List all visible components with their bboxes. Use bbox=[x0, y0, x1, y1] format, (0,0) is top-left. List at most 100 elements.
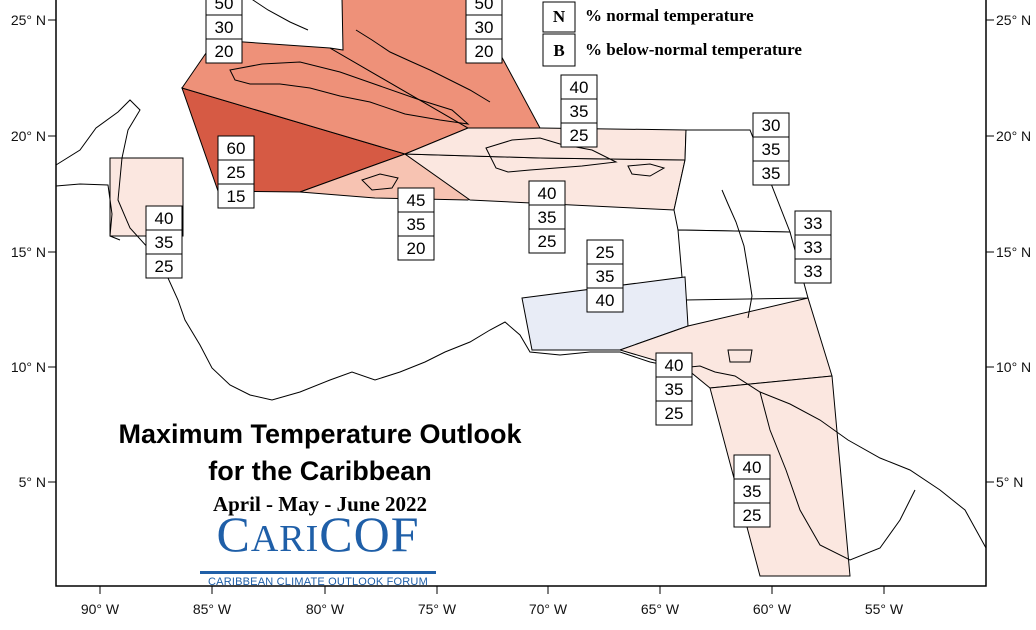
prob-cell-above bbox=[560, 74, 598, 100]
caricof-tagline: CARIBBEAN CLIMATE OUTLOOK FORUM bbox=[208, 576, 428, 588]
lon-label: 55° W bbox=[865, 601, 904, 617]
map-title-line1: Maximum Temperature Outlook bbox=[118, 419, 522, 449]
prob-cell-above bbox=[586, 239, 624, 265]
prob-value-above: 60 bbox=[227, 139, 246, 158]
lon-label: 85° W bbox=[193, 601, 232, 617]
lon-label: 90° W bbox=[81, 601, 120, 617]
prob-cell-below bbox=[586, 287, 624, 313]
coast-central-america bbox=[55, 99, 987, 549]
probability-box-windward: 33 33 33 bbox=[794, 210, 832, 284]
prob-cell-below bbox=[217, 183, 255, 209]
legend: N % normal temperature B % below-normal … bbox=[542, 1, 802, 67]
coast-florida bbox=[252, 0, 309, 31]
probability-box-trinidad: 40 35 25 bbox=[655, 352, 693, 426]
prob-value-below: 33 bbox=[804, 262, 823, 281]
prob-cell-below bbox=[528, 228, 566, 254]
prob-value-normal: 33 bbox=[804, 238, 823, 257]
lon-label: 65° W bbox=[641, 601, 680, 617]
prob-value-above: 33 bbox=[804, 214, 823, 233]
coast-cuba bbox=[229, 61, 470, 125]
prob-value-normal: 35 bbox=[665, 380, 684, 399]
probability-box-turks-caicos: 40 35 25 bbox=[560, 74, 598, 148]
prob-cell-below bbox=[794, 258, 832, 284]
caricof-logo: CARICOF CARIBBEAN CLIMATE OUTLOOK FORUM bbox=[200, 509, 436, 588]
prob-cell-below bbox=[205, 38, 243, 64]
lat-label-right: 15° N bbox=[996, 244, 1031, 260]
prob-cell-normal bbox=[752, 136, 790, 162]
lon-label: 75° W bbox=[418, 601, 457, 617]
prob-cell-above bbox=[528, 180, 566, 206]
prob-cell-normal bbox=[586, 263, 624, 289]
prob-cell-below bbox=[733, 502, 771, 528]
probability-box-cuba: 50 30 20 bbox=[205, 0, 243, 64]
coast-hispaniola bbox=[485, 137, 618, 173]
coast-guyana-interior bbox=[759, 391, 916, 561]
prob-value-above: 40 bbox=[570, 78, 589, 97]
prob-cell-normal bbox=[794, 234, 832, 260]
prob-value-above: 25 bbox=[596, 243, 615, 262]
probability-box-guianas: 40 35 25 bbox=[733, 454, 771, 528]
coast-bahamas bbox=[355, 29, 491, 103]
prob-value-normal: 35 bbox=[596, 267, 615, 286]
prob-cell-normal bbox=[733, 478, 771, 504]
prob-value-normal: 35 bbox=[762, 140, 781, 159]
lon-label: 60° W bbox=[753, 601, 792, 617]
probability-box-hispaniola: 40 35 25 bbox=[528, 180, 566, 254]
legend-label-below: % below-normal temperature bbox=[585, 40, 802, 59]
prob-value-below: 25 bbox=[155, 257, 174, 276]
coast-trinidad bbox=[727, 349, 753, 363]
logo-rule bbox=[200, 571, 436, 574]
prob-value-above: 30 bbox=[762, 116, 781, 135]
prob-value-normal: 30 bbox=[215, 18, 234, 37]
lat-label-left: 25° N bbox=[11, 12, 46, 28]
prob-value-normal: 35 bbox=[155, 233, 174, 252]
lat-label-right: 5° N bbox=[996, 474, 1023, 490]
coast-yucatan bbox=[55, 183, 121, 241]
coast-puerto-rico bbox=[627, 163, 666, 177]
lat-label-left: 5° N bbox=[19, 474, 46, 490]
prob-value-below: 40 bbox=[596, 291, 615, 310]
prob-cell-below bbox=[560, 122, 598, 148]
probability-box-abc-islands: 25 35 40 bbox=[586, 239, 624, 313]
prob-cell-above bbox=[397, 187, 435, 213]
prob-value-above: 40 bbox=[743, 458, 762, 477]
lat-label-right: 25° N bbox=[996, 12, 1031, 28]
prob-cell-below bbox=[145, 253, 183, 279]
probability-box-jamaica: 45 35 20 bbox=[397, 187, 435, 261]
prob-cell-above bbox=[733, 454, 771, 480]
prob-cell-above bbox=[794, 210, 832, 236]
prob-value-below: 25 bbox=[538, 232, 557, 251]
prob-value-below: 25 bbox=[665, 404, 684, 423]
probability-box-cayman: 60 25 15 bbox=[217, 135, 255, 209]
lat-label-left: 20° N bbox=[11, 128, 46, 144]
forecast-period: April - May - June 2022 bbox=[212, 492, 428, 516]
prob-value-below: 15 bbox=[227, 187, 246, 206]
prob-cell-below bbox=[397, 235, 435, 261]
legend-key-box-n bbox=[542, 1, 576, 33]
lat-label-left: 10° N bbox=[11, 359, 46, 375]
prob-value-above: 40 bbox=[665, 356, 684, 375]
prob-value-above: 40 bbox=[155, 209, 174, 228]
prob-value-below: 20 bbox=[475, 42, 494, 61]
map-title-line2: for the Caribbean bbox=[208, 456, 432, 486]
prob-value-normal: 35 bbox=[570, 102, 589, 121]
coast-jamaica bbox=[361, 173, 399, 191]
prob-value-above: 45 bbox=[407, 191, 426, 210]
prob-value-normal: 35 bbox=[743, 482, 762, 501]
probability-box-leeward: 30 35 35 bbox=[752, 112, 790, 186]
prob-value-above: 50 bbox=[475, 0, 494, 13]
prob-cell-normal bbox=[465, 14, 503, 40]
prob-cell-above bbox=[655, 352, 693, 378]
prob-cell-normal bbox=[217, 159, 255, 185]
lat-label-right: 10° N bbox=[996, 359, 1031, 375]
lat-label-right: 20° N bbox=[996, 128, 1031, 144]
prob-value-below: 35 bbox=[762, 164, 781, 183]
prob-value-normal: 35 bbox=[407, 215, 426, 234]
prob-value-normal: 30 bbox=[475, 18, 494, 37]
probability-box-bahamas: 50 30 20 bbox=[465, 0, 503, 64]
legend-label-normal: % normal temperature bbox=[585, 6, 754, 25]
prob-value-below: 25 bbox=[743, 506, 762, 525]
prob-cell-normal bbox=[655, 376, 693, 402]
prob-value-normal: 25 bbox=[227, 163, 246, 182]
